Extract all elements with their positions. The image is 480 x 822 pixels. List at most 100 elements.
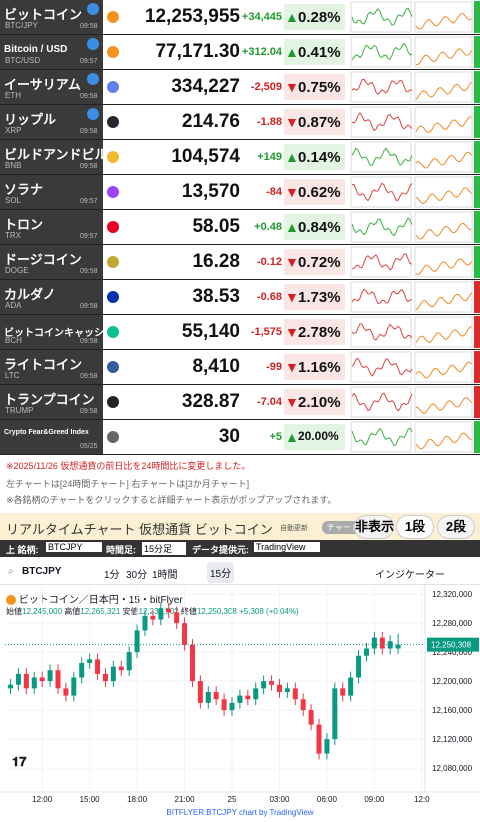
ticker-row[interactable]: ライトコイン LTC 09:58 8,410 -99 ▼ 1.16% bbox=[0, 350, 480, 384]
name-cell bbox=[0, 420, 103, 454]
candle-body bbox=[292, 688, 298, 700]
arrow: ▼ bbox=[285, 254, 299, 270]
one-row-button[interactable]: 1段 bbox=[396, 515, 434, 539]
spark-bg bbox=[350, 281, 412, 313]
interval-button[interactable]: 1分 bbox=[104, 570, 120, 581]
coin-icon bbox=[107, 291, 119, 303]
candle-body bbox=[182, 623, 188, 645]
candle-body bbox=[158, 608, 164, 620]
change: +0.48 bbox=[254, 221, 282, 233]
spark-24h bbox=[351, 323, 413, 341]
ticker-row[interactable]: ソラナ SOL 09:57 13,570 -84 ▼ 0.62% bbox=[0, 175, 480, 209]
pct: 0.14% bbox=[298, 149, 341, 166]
candle-body bbox=[356, 655, 362, 678]
candle-body bbox=[229, 702, 235, 711]
ticker-row[interactable]: ビルドアンドビルド BNB 09:58 104,574 +149 ▲ 0.14% bbox=[0, 140, 480, 174]
name-cell bbox=[0, 0, 103, 34]
symbol-select[interactable]: BTCJPY bbox=[46, 542, 102, 552]
coin-name: イーサリアム bbox=[4, 77, 81, 92]
spark-bg bbox=[350, 316, 412, 348]
indicator-button[interactable]: インジケーター bbox=[375, 570, 445, 581]
ticker-row[interactable]: リップル XRP 09:58 214.76 -1.88 ▼ 0.87% bbox=[0, 105, 480, 139]
spark-24h bbox=[351, 217, 413, 237]
ticker-row[interactable]: ビットコイン BTC/JPY 09:58 12,253,955 +34,445 ▲ 0.28… bbox=[0, 0, 480, 34]
coin-icon bbox=[107, 361, 119, 373]
candle-body bbox=[79, 662, 85, 678]
change: -2,509 bbox=[250, 81, 282, 93]
time: 09:58 bbox=[80, 93, 98, 100]
spark-3m bbox=[415, 12, 472, 30]
spark-24h bbox=[351, 253, 413, 271]
ticker-row[interactable]: トロン TRX 09:57 58.05 +0.48 ▲ 0.84% bbox=[0, 210, 480, 244]
name-cell bbox=[0, 175, 103, 209]
two-row-button[interactable]: 2段 bbox=[437, 515, 475, 539]
sparklines bbox=[350, 281, 473, 313]
change: +312.04 bbox=[241, 46, 282, 58]
interval-label: 時間足: bbox=[106, 545, 136, 555]
candle-body bbox=[237, 695, 243, 703]
candle-body bbox=[71, 677, 77, 696]
coin-name: ビルドアンドビルド bbox=[4, 147, 121, 162]
change: +5 bbox=[269, 431, 282, 443]
price: 30 bbox=[218, 426, 240, 447]
toolbar-symbol[interactable]: BTCJPY bbox=[22, 566, 62, 577]
spark-3m bbox=[415, 258, 472, 276]
coin-icon bbox=[107, 431, 119, 443]
ticker-row[interactable]: Crypto Fear&Greed Index 05/25 30 +5 ▲ 20.00% bbox=[0, 420, 480, 454]
ticker-row[interactable]: イーサリアム ETH 09:58 334,227 -2,509 ▼ 0.75% bbox=[0, 70, 480, 104]
candle-body bbox=[245, 695, 251, 700]
coin-name: トロン bbox=[4, 217, 44, 232]
sparklines bbox=[350, 316, 473, 348]
arrow: ▼ bbox=[285, 289, 299, 305]
candle-body bbox=[371, 637, 377, 649]
coin-icon bbox=[107, 256, 119, 268]
spark-bg bbox=[350, 211, 412, 243]
change: -99 bbox=[266, 361, 282, 373]
coin-icon bbox=[107, 186, 119, 198]
ticker-row[interactable]: ドージコイン DOGE 09:58 16.28 -0.12 ▼ 0.72% bbox=[0, 245, 480, 279]
spark-24h bbox=[351, 392, 413, 412]
ticker: TRUMP bbox=[5, 406, 34, 415]
search-icon: ⌕ bbox=[8, 566, 14, 577]
spark-24h bbox=[351, 42, 413, 61]
ticker-table: ビットコイン BTC/JPY 09:58 12,253,955 +34,445 ▲ 0.28… bbox=[0, 0, 480, 455]
interval-select[interactable]: 15分足 bbox=[142, 542, 186, 555]
candle-body bbox=[213, 691, 219, 700]
sparklines bbox=[350, 106, 473, 138]
sparklines bbox=[350, 1, 473, 33]
pct: 0.72% bbox=[298, 254, 341, 271]
candle-body bbox=[134, 630, 140, 653]
trend-bar bbox=[474, 1, 480, 33]
interval-button[interactable]: 15分 bbox=[207, 562, 235, 583]
pct-box: ▲ 20.00% bbox=[284, 424, 345, 450]
arrow: ▲ bbox=[285, 9, 299, 25]
ticker-row[interactable]: Bitcoin / USD BTC/USD 09:57 77,171.30 +312.0… bbox=[0, 35, 480, 69]
candle-body bbox=[102, 673, 108, 682]
interval-button[interactable]: 1時間 bbox=[152, 570, 178, 581]
trend-bar bbox=[474, 141, 480, 173]
spark-bg bbox=[350, 246, 412, 278]
tv-logo: 𝟏𝟕 bbox=[12, 754, 27, 769]
last-price-label: 12,250,308 bbox=[431, 641, 472, 650]
pct-box: ▼ 0.72% bbox=[284, 249, 345, 275]
interval-button[interactable]: 30分 bbox=[126, 570, 148, 581]
footer[interactable]: BITFLYER:BTCJPY chart by TradingView bbox=[166, 808, 314, 817]
price: 328.87 bbox=[181, 391, 240, 412]
provider-select[interactable]: TradingView bbox=[254, 542, 320, 552]
ticker-row[interactable]: ビットコインキャッシュ BCH 09:58 55,140 -1,575 ▼ 2.78% bbox=[0, 315, 480, 349]
hide-button[interactable]: 非表示 bbox=[354, 515, 394, 539]
trend-bar bbox=[474, 351, 480, 383]
pct-box: ▼ 1.16% bbox=[284, 354, 345, 380]
ticker-row[interactable]: トランプコイン TRUMP 09:58 328.87 -7.04 ▼ 2.10% bbox=[0, 385, 480, 419]
coin-name: Bitcoin / USD bbox=[4, 44, 68, 55]
ticker-row[interactable]: カルダノ ADA 09:58 38.53 -0.68 ▼ 1.73% bbox=[0, 280, 480, 314]
x-badge bbox=[87, 3, 99, 15]
coin-name: ビットコイン bbox=[4, 7, 83, 22]
candle-body bbox=[332, 688, 338, 740]
note: ※各銘柄のチャートをクリックすると詳細チャート表示がポップアップされます。 bbox=[6, 495, 337, 505]
coin-name: ドージコイン bbox=[4, 252, 82, 267]
candle-body bbox=[87, 659, 93, 663]
pct: 1.16% bbox=[298, 359, 341, 376]
ticker: SOL bbox=[5, 196, 22, 205]
spark-bg bbox=[350, 351, 412, 383]
